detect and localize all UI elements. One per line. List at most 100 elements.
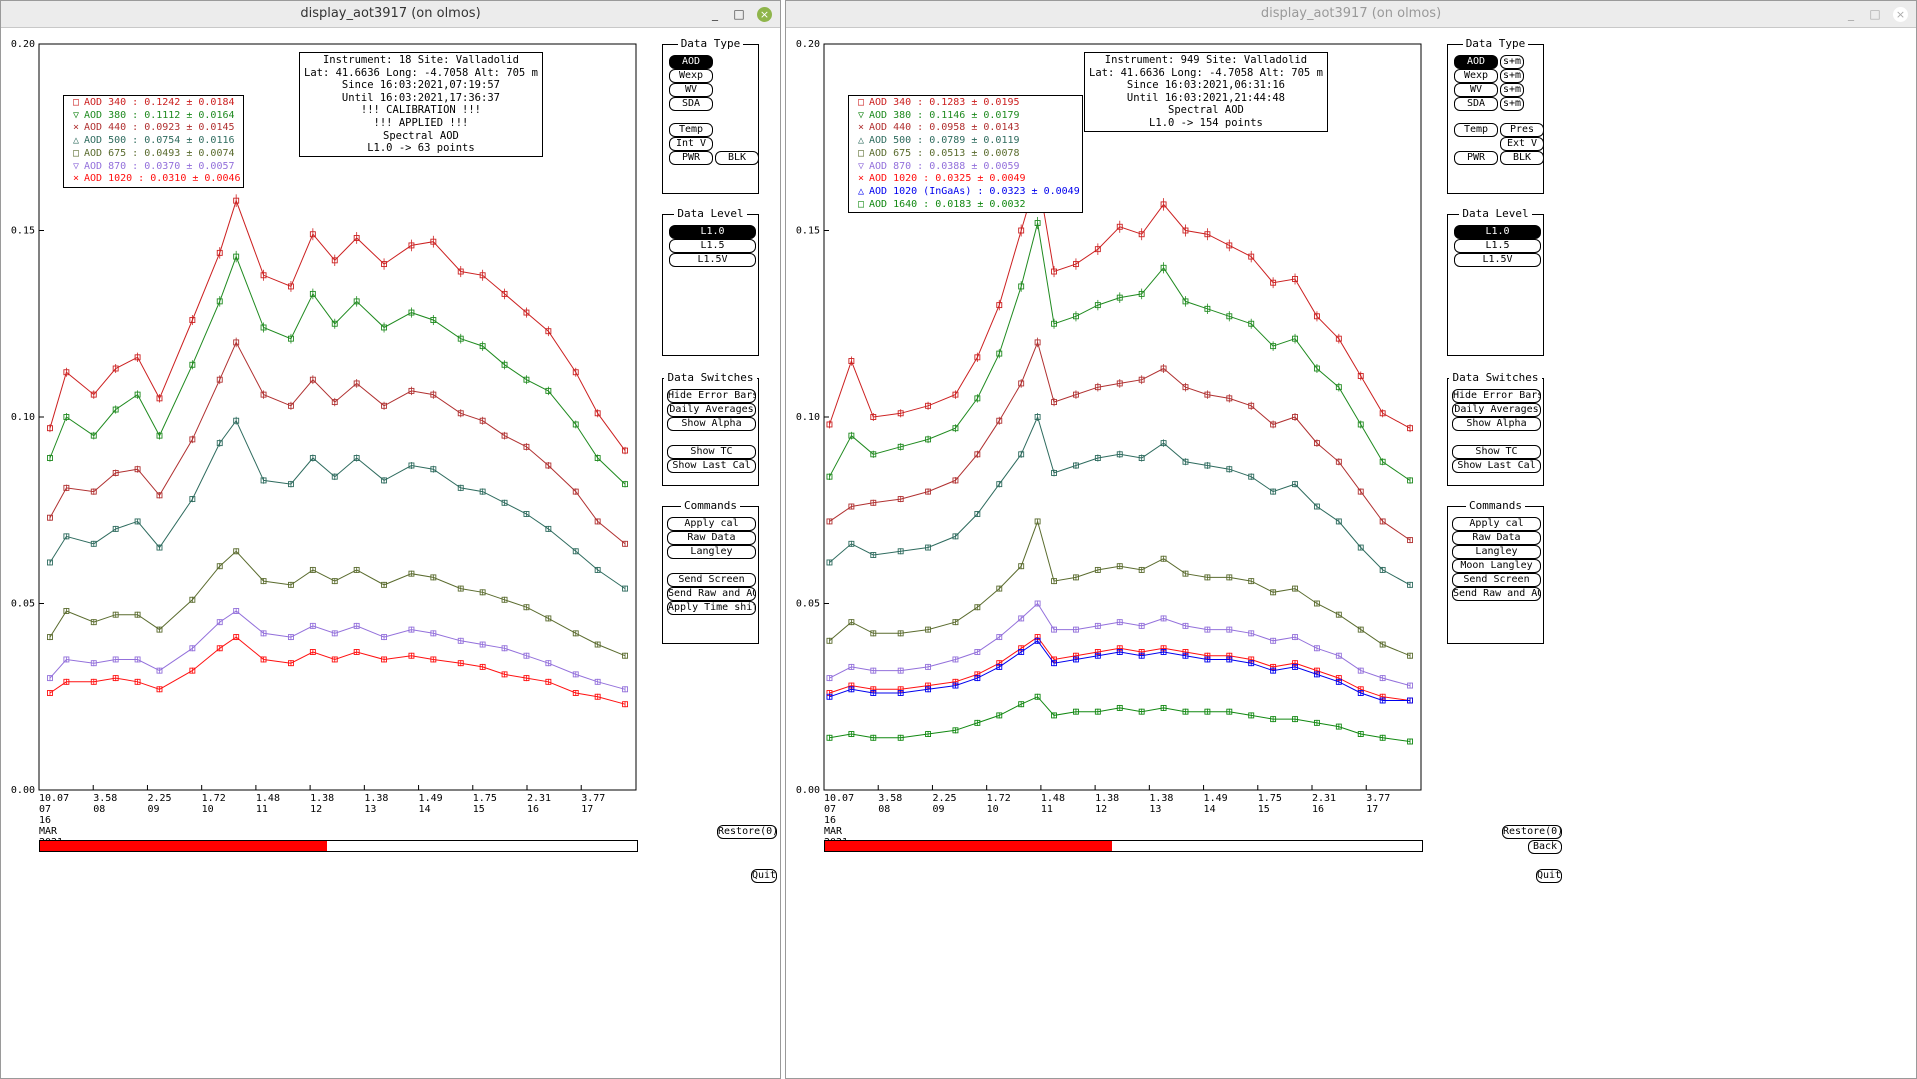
datatype-wv-button[interactable]: WV: [669, 83, 713, 97]
switch-hide-error-bars-button[interactable]: Hide Error Bars: [1452, 389, 1541, 403]
data-point: [90, 678, 97, 685]
data-point: [1407, 477, 1413, 484]
switch-hide-error-bars-button[interactable]: Hide Error Bars: [667, 389, 756, 403]
x-tick-top-label: 3.58: [93, 793, 117, 804]
datatype-pwr-button[interactable]: PWR: [1454, 151, 1498, 165]
x-tick-top-label: 3.77: [581, 793, 605, 804]
data-point: [501, 290, 508, 297]
cmd-send-raw-and-aod-button[interactable]: Send Raw and AOD: [1452, 587, 1541, 601]
x-tick-day-label: 09: [147, 804, 159, 815]
minimize-button[interactable]: _: [1848, 7, 1854, 21]
panel-data-type: Data Type AOD Wexp WV SDA Temp Int V PWR BLK: [662, 37, 759, 194]
switch-show-last-cal-button[interactable]: Show Last Cal: [667, 459, 756, 473]
data-point: [1072, 574, 1079, 581]
window-titlebar[interactable]: display_aot3917 (on olmos) _ □ ×: [786, 1, 1916, 28]
data-point: [1094, 455, 1101, 461]
data-point: [1313, 313, 1320, 320]
data-point: [1379, 641, 1386, 648]
close-button[interactable]: ×: [1893, 7, 1908, 22]
cmd-apply-cal-button[interactable]: Apply cal: [667, 517, 756, 531]
datatype-wexp-button[interactable]: Wexp: [1454, 69, 1498, 83]
datatype-sda-button[interactable]: SDA: [1454, 97, 1498, 111]
data-point: [134, 391, 141, 398]
app-window-2[interactable]: display_aot3917 (on olmos) _ □ × 0.20 0.15 0.1…: [785, 0, 1917, 1079]
datatype-temp-button[interactable]: Temp: [1454, 123, 1498, 137]
switch-daily-averages-button[interactable]: Daily Averages: [667, 403, 756, 417]
level-l1-0-button[interactable]: L1.0: [1454, 225, 1541, 239]
x-tick-top-label: 2.31: [527, 793, 551, 804]
cmd-langley-button[interactable]: Langley: [667, 545, 756, 559]
cmd-apply-time-shift-button[interactable]: Apply Time shift: [667, 601, 756, 615]
datatype-pwr-button[interactable]: PWR: [669, 151, 713, 165]
cmd-raw-data-button[interactable]: Raw Data: [667, 531, 756, 545]
level-l1-5-button[interactable]: L1.5: [669, 239, 756, 253]
datatype-wv-sm-button[interactable]: s+m: [1500, 83, 1524, 97]
datatype-aod-button[interactable]: AOD: [1454, 55, 1498, 69]
cmd-moon-langley-button[interactable]: Moon Langley: [1452, 559, 1541, 573]
data-point: [826, 559, 833, 566]
back-button[interactable]: Back: [1528, 840, 1562, 854]
maximize-button[interactable]: □: [733, 7, 745, 21]
info-line: Spectral AOD: [383, 129, 459, 142]
legend-entry: × AOD 440 : 0.0923 ± 0.0145: [68, 122, 241, 135]
switch-daily-averages-button[interactable]: Daily Averages: [1452, 403, 1541, 417]
cmd-send-screen-button[interactable]: Send Screen: [1452, 573, 1541, 587]
data-point: [430, 574, 437, 581]
data-point: [1335, 678, 1342, 685]
data-point: [572, 488, 579, 495]
data-point: [1160, 440, 1167, 447]
panel-commands: Commands Apply cal Raw Data Langley Send Scr…: [662, 499, 759, 644]
level-l1-5v-button[interactable]: L1.5V: [669, 253, 756, 267]
data-point: [897, 734, 904, 741]
datatype-wv-button[interactable]: WV: [1454, 83, 1498, 97]
level-l1-0-button[interactable]: L1.0: [669, 225, 756, 239]
switch-show-tc-button[interactable]: Show TC: [667, 445, 756, 459]
app-window-1[interactable]: display_aot3917 (on olmos) _ □ × 0.20 0.15 0.1…: [0, 0, 781, 1079]
datatype-ext-v-button[interactable]: Ext V: [1500, 137, 1544, 151]
datatype-wexp-sm-button[interactable]: s+m: [1500, 69, 1524, 83]
data-point: [952, 391, 959, 398]
cmd-apply-cal-button[interactable]: Apply cal: [1452, 517, 1541, 531]
instrument-info-box: Instrument: 949 Site: Valladolid Lat: 41.…: [1084, 52, 1328, 132]
date-label: MAR: [824, 826, 843, 837]
close-button[interactable]: ×: [757, 7, 772, 22]
datatype-temp-button[interactable]: Temp: [669, 123, 713, 137]
data-point: [1379, 458, 1386, 465]
maximize-button[interactable]: □: [1869, 7, 1881, 21]
switch-show-alpha-button[interactable]: Show Alpha: [1452, 417, 1541, 431]
switch-show-alpha-button[interactable]: Show Alpha: [667, 417, 756, 431]
switch-show-last-cal-button[interactable]: Show Last Cal: [1452, 459, 1541, 473]
datatype-aod-sm-button[interactable]: s+m: [1500, 55, 1524, 69]
datatype-int-v-button[interactable]: Int V: [669, 137, 713, 151]
data-point: [1248, 402, 1255, 409]
datatype-wexp-button[interactable]: Wexp: [669, 69, 713, 83]
legend-entry: × AOD 1020 : 0.0325 ± 0.0049: [853, 173, 1080, 186]
quit-button[interactable]: Quit: [751, 869, 777, 883]
switch-show-tc-button[interactable]: Show TC: [1452, 445, 1541, 459]
datatype-sda-sm-button[interactable]: s+m: [1500, 97, 1524, 111]
datatype-aod-button[interactable]: AOD: [669, 55, 713, 69]
window-titlebar[interactable]: display_aot3917 (on olmos) _ □ ×: [1, 1, 780, 28]
cmd-send-screen-button[interactable]: Send Screen: [667, 573, 756, 587]
level-l1-5v-button[interactable]: L1.5V: [1454, 253, 1541, 267]
legend-marker-icon: ▽: [72, 160, 80, 172]
time-range-bar[interactable]: [39, 840, 638, 852]
time-range-bar[interactable]: [824, 840, 1423, 852]
quit-button[interactable]: Quit: [1536, 869, 1562, 883]
data-point: [216, 440, 223, 447]
data-point: [1313, 600, 1320, 607]
restore-button[interactable]: Restore(0): [1502, 825, 1562, 839]
datatype-sda-button[interactable]: SDA: [669, 97, 713, 111]
restore-button[interactable]: Restore(0): [717, 825, 777, 839]
data-point: [1357, 731, 1364, 737]
cmd-langley-button[interactable]: Langley: [1452, 545, 1541, 559]
level-l1-5-button[interactable]: L1.5: [1454, 239, 1541, 253]
datatype-blk-button[interactable]: BLK: [1500, 151, 1544, 165]
datatype-blk-button[interactable]: BLK: [715, 151, 759, 165]
cmd-raw-data-button[interactable]: Raw Data: [1452, 531, 1541, 545]
cmd-send-raw-and-aod-button[interactable]: Send Raw and AOD: [667, 587, 756, 601]
minimize-button[interactable]: _: [712, 7, 718, 21]
data-point: [1226, 574, 1233, 581]
data-point: [1292, 663, 1298, 670]
datatype-pres-button[interactable]: Pres: [1500, 123, 1544, 137]
